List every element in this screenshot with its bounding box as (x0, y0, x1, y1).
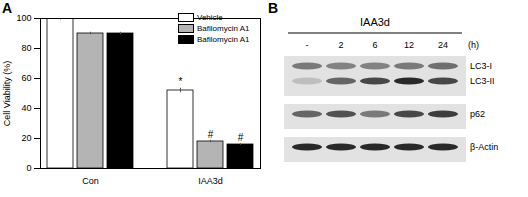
svg-text:100: 100 (16, 13, 31, 23)
html-text:Bafilomycin A1: Bafilomycin A1 (197, 24, 250, 33)
svg-text:Con: Con (82, 176, 99, 186)
svg-text:*: * (179, 76, 183, 87)
html-text:B: B (268, 0, 279, 16)
svg-text:24: 24 (438, 40, 448, 50)
svg-text:IAA3d: IAA3d (198, 176, 223, 186)
svg-text:IAA3d: IAA3d (360, 16, 390, 28)
svg-text:40: 40 (21, 103, 31, 113)
svg-text:12: 12 (404, 40, 414, 50)
html-text:Vehicle: Vehicle (197, 13, 223, 22)
svg-text:LC3-II: LC3-II (470, 76, 495, 86)
html-text:Bafilomycin A1: Bafilomycin A1 (197, 35, 250, 44)
svg-text:-: - (306, 40, 309, 50)
svg-text:(h): (h) (468, 40, 479, 50)
svg-text:60: 60 (21, 73, 31, 83)
svg-text:p62: p62 (470, 109, 485, 119)
svg-text:20: 20 (21, 133, 31, 143)
svg-text:6: 6 (372, 40, 377, 50)
svg-text:LC3-I: LC3-I (470, 61, 492, 71)
svg-text:β-Actin: β-Actin (470, 142, 498, 152)
svg-text:#: # (208, 129, 214, 140)
svg-text:80: 80 (21, 43, 31, 53)
html-text:A: A (2, 0, 13, 16)
svg-text:#: # (238, 132, 244, 143)
svg-text:0: 0 (26, 163, 31, 173)
svg-text:Cell Viability (%): Cell Viability (%) (2, 61, 12, 126)
svg-text:2: 2 (339, 40, 344, 50)
